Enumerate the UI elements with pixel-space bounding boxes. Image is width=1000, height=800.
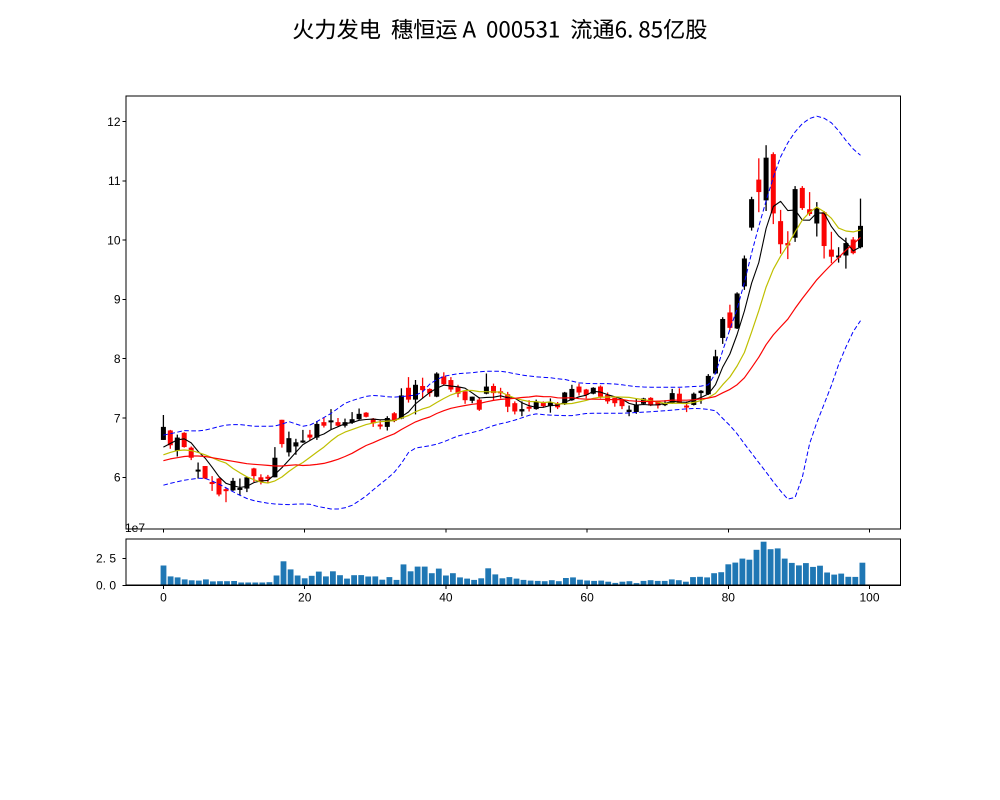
- svg-text:80: 80: [722, 590, 736, 604]
- svg-text:8: 8: [114, 352, 121, 366]
- svg-text:11: 11: [108, 174, 121, 188]
- svg-text:40: 40: [439, 590, 453, 604]
- svg-text:7: 7: [114, 411, 121, 425]
- svg-text:0: 0: [160, 590, 167, 604]
- svg-text:0. 0: 0. 0: [96, 579, 116, 593]
- svg-text:6: 6: [114, 471, 121, 485]
- svg-text:20: 20: [298, 590, 312, 604]
- svg-text:12: 12: [107, 115, 121, 129]
- svg-text:10: 10: [107, 233, 121, 247]
- svg-text:100: 100: [859, 590, 879, 604]
- svg-text:60: 60: [580, 590, 594, 604]
- svg-text:1e7: 1e7: [125, 521, 145, 535]
- svg-text:9: 9: [114, 293, 121, 307]
- svg-text:2. 5: 2. 5: [96, 552, 116, 566]
